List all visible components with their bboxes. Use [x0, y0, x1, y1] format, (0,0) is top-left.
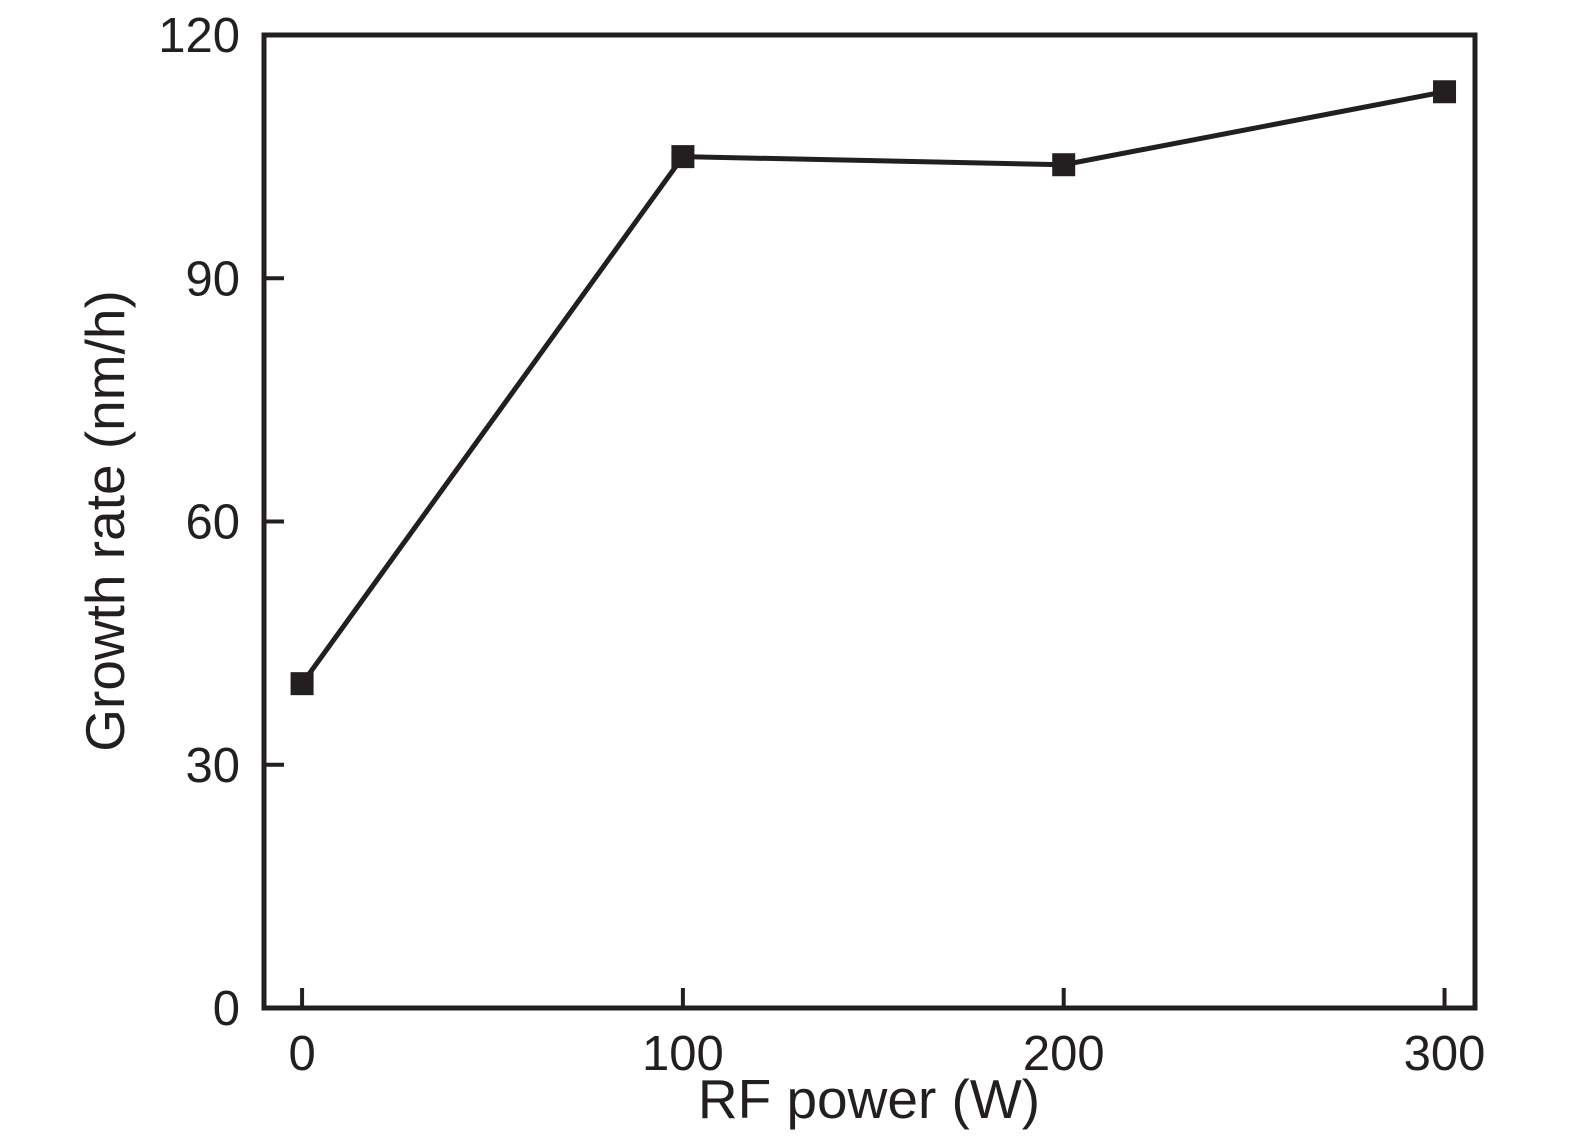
x-axis-title: RF power (W): [698, 1068, 1040, 1130]
data-point-marker: [290, 672, 314, 696]
y-tick-label: 60: [185, 496, 240, 550]
x-axis-ticks: [300, 988, 1447, 1008]
y-tick-label: 90: [185, 252, 240, 306]
y-tick-label: 30: [185, 739, 240, 793]
x-axis-tick-labels: 0 100 200 300: [288, 1027, 1485, 1081]
series-line: [300, 89, 1446, 686]
x-tick-label: 200: [1023, 1027, 1105, 1081]
plot-frame: [261, 32, 1478, 1011]
data-point-marker: [1433, 80, 1457, 104]
y-axis-tick-labels: 0 30 60 90 120: [158, 9, 240, 1036]
x-tick-label: 100: [642, 1027, 724, 1081]
y-axis-ticks: [264, 33, 284, 1010]
y-tick-label: 0: [213, 982, 240, 1036]
data-point-marker: [671, 145, 695, 169]
x-tick-label: 0: [288, 1027, 315, 1081]
data-point-marker: [1052, 153, 1076, 177]
series-layer: [290, 80, 1457, 696]
y-axis-title: Growth rate (nm/h): [74, 290, 136, 752]
y-tick-label: 120: [158, 9, 240, 63]
x-tick-label: 300: [1404, 1027, 1486, 1081]
